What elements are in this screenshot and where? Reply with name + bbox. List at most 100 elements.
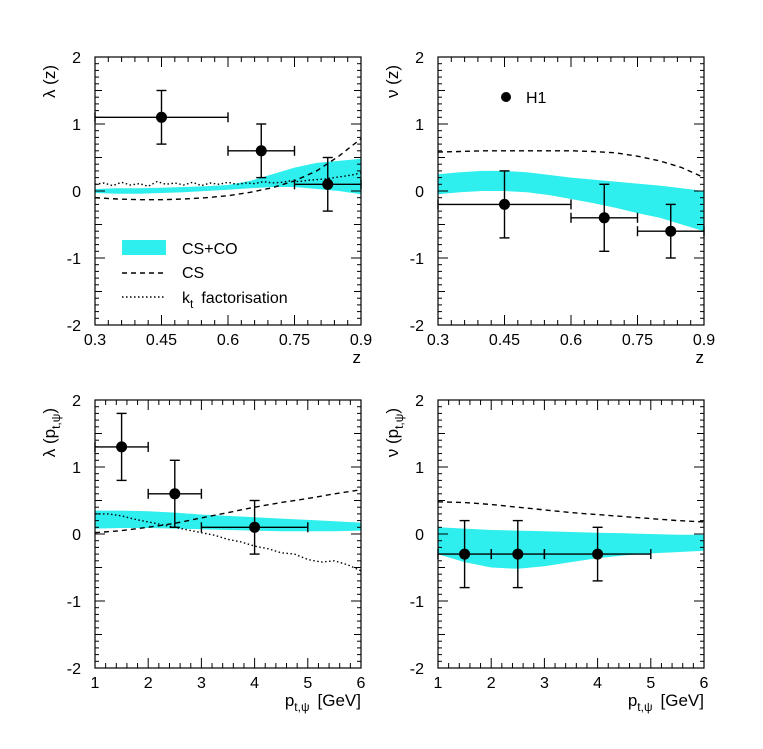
- legend-band-label: CS+CO: [182, 241, 238, 258]
- x-axis-label-main: z: [696, 348, 705, 367]
- panel-nu-z: 0.3 0.45 0.6 0.75 0.9 -2 -1 0 1 2 ν (z) z: [383, 50, 715, 367]
- xtick-label-nu-z: 0.45: [489, 332, 520, 349]
- y-axis-label-lambda-z: λ (z): [40, 65, 59, 98]
- data-point-nu-z: [437, 170, 572, 239]
- xtick-label-lambda-z: 0.3: [84, 332, 106, 349]
- x-axis-label-end: [GeV]: [318, 691, 361, 710]
- x-axis-label-end: [GeV]: [661, 691, 704, 710]
- ytick-label-lambda-z: 0: [72, 184, 81, 201]
- ytick-label-nu-pt: 2: [415, 393, 424, 410]
- data-marker: [156, 111, 167, 123]
- data-point-nu-pt: [490, 519, 546, 589]
- ytick-label-nu-z: -1: [410, 251, 424, 268]
- ytick-label-lambda-pt: -1: [67, 594, 81, 611]
- xtick-label-nu-pt: 4: [593, 675, 602, 692]
- legend-dotted-rest: factorisation: [201, 290, 287, 307]
- ytick-label-nu-z: 2: [415, 50, 424, 67]
- data-point-lambda-pt: [147, 459, 203, 528]
- data-marker: [499, 198, 510, 210]
- h1-legend: H1: [501, 90, 547, 107]
- data-point-lambda-z: [94, 89, 229, 145]
- data-marker: [249, 521, 261, 533]
- ytick-label-nu-z: -2: [410, 318, 424, 335]
- x-axis-label-sub: t,ψ: [637, 700, 652, 714]
- data-point-lambda-z: [227, 123, 296, 179]
- xtick-label-lambda-z: 0.6: [217, 332, 239, 349]
- ytick-label-lambda-z: 2: [72, 50, 81, 67]
- data-point-lambda-pt: [94, 412, 149, 482]
- xtick-label-nu-pt: 2: [487, 675, 496, 692]
- xtick-label-nu-pt: 6: [700, 675, 709, 692]
- xtick-label-lambda-z: 0.45: [146, 332, 177, 349]
- x-axis-label-main: z: [353, 348, 362, 367]
- data-marker: [459, 548, 471, 560]
- ytick-label-nu-pt: 0: [415, 527, 424, 544]
- legend-dotted-label: kt factorisation: [182, 290, 288, 311]
- ytick-label-lambda-pt: 1: [72, 460, 81, 477]
- h1-legend-label: H1: [526, 90, 547, 107]
- xtick-label-nu-z: 0.6: [560, 332, 582, 349]
- legend: CS+CO CS kt factorisation: [122, 240, 288, 311]
- x-axis-label-main: p: [628, 691, 637, 710]
- ytick-label-lambda-pt: 2: [72, 393, 81, 410]
- ytick-label-lambda-z: -1: [67, 251, 81, 268]
- y-axis-label-sub: t,ψ: [392, 414, 406, 429]
- y-axis-label-end: ): [40, 408, 59, 414]
- y-axis-label-nu-pt: ν (pt,ψ): [383, 408, 406, 457]
- panel-lambda-z: 0.3 0.45 0.6 0.75 0.9 -2 -1 0 1 2 λ (z) z: [40, 50, 372, 367]
- legend-band-swatch: [122, 240, 166, 255]
- h1-legend-marker: [501, 92, 511, 102]
- xtick-label-nu-pt: 1: [434, 675, 443, 692]
- x-axis-label-lambda-z: z: [353, 348, 362, 367]
- data-marker: [665, 225, 677, 237]
- xtick-label-lambda-z: 0.9: [350, 332, 372, 349]
- data-marker: [116, 441, 128, 453]
- data-marker: [598, 212, 610, 224]
- ytick-label-nu-pt: -2: [410, 661, 424, 678]
- xtick-label-lambda-pt: 6: [357, 675, 366, 692]
- band-lambda-z: [95, 158, 361, 195]
- xtick-label-nu-pt: 5: [646, 675, 655, 692]
- y-axis-label-main: ν (p: [383, 429, 402, 457]
- xtick-label-nu-pt: 3: [540, 675, 549, 692]
- xtick-label-lambda-z: 0.75: [279, 332, 310, 349]
- y-axis-label-main: λ (z): [40, 65, 59, 98]
- curve-cs-nu-pt: [438, 501, 704, 523]
- band-nu-pt: [438, 527, 704, 569]
- xtick-label-lambda-pt: 5: [303, 675, 312, 692]
- ytick-label-nu-z: 1: [415, 117, 424, 134]
- xtick-label-lambda-pt: 4: [250, 675, 259, 692]
- data-point-lambda-pt: [200, 499, 309, 555]
- x-axis-label-nu-z: z: [696, 348, 705, 367]
- frame-lambda-pt: [94, 399, 362, 669]
- x-axis-label-main: p: [285, 691, 294, 710]
- ytick-label-lambda-pt: -2: [67, 661, 81, 678]
- y-axis-label-main: λ (p: [40, 429, 59, 457]
- xtick-label-nu-z: 0.9: [693, 332, 715, 349]
- legend-dotted-sub: t: [190, 297, 194, 311]
- data-point-nu-z: [570, 183, 639, 253]
- ytick-label-lambda-z: 1: [72, 117, 81, 134]
- xtick-label-nu-z: 0.3: [427, 332, 449, 349]
- ytick-label-nu-z: 0: [415, 184, 424, 201]
- ytick-label-nu-pt: 1: [415, 460, 424, 477]
- ytick-label-nu-pt: -1: [410, 594, 424, 611]
- x-axis-label-lambda-pt: pt,ψ [GeV]: [285, 691, 361, 714]
- curve-cs-lambda-z: [95, 138, 361, 201]
- data-point-lambda-z: [293, 156, 362, 212]
- data-marker: [592, 548, 604, 560]
- x-axis-label-sub: t,ψ: [294, 700, 309, 714]
- legend-dashed-label: CS: [182, 265, 204, 282]
- xtick-label-nu-z: 0.75: [622, 332, 653, 349]
- legend-dotted-k: k: [182, 290, 191, 307]
- xtick-label-lambda-pt: 2: [144, 675, 153, 692]
- ytick-label-lambda-pt: 0: [72, 527, 81, 544]
- y-axis-label-main: ν (z): [383, 65, 402, 98]
- data-marker: [169, 488, 181, 500]
- x-axis-label-nu-pt: pt,ψ [GeV]: [628, 691, 704, 714]
- band-lambda-pt: [95, 510, 361, 532]
